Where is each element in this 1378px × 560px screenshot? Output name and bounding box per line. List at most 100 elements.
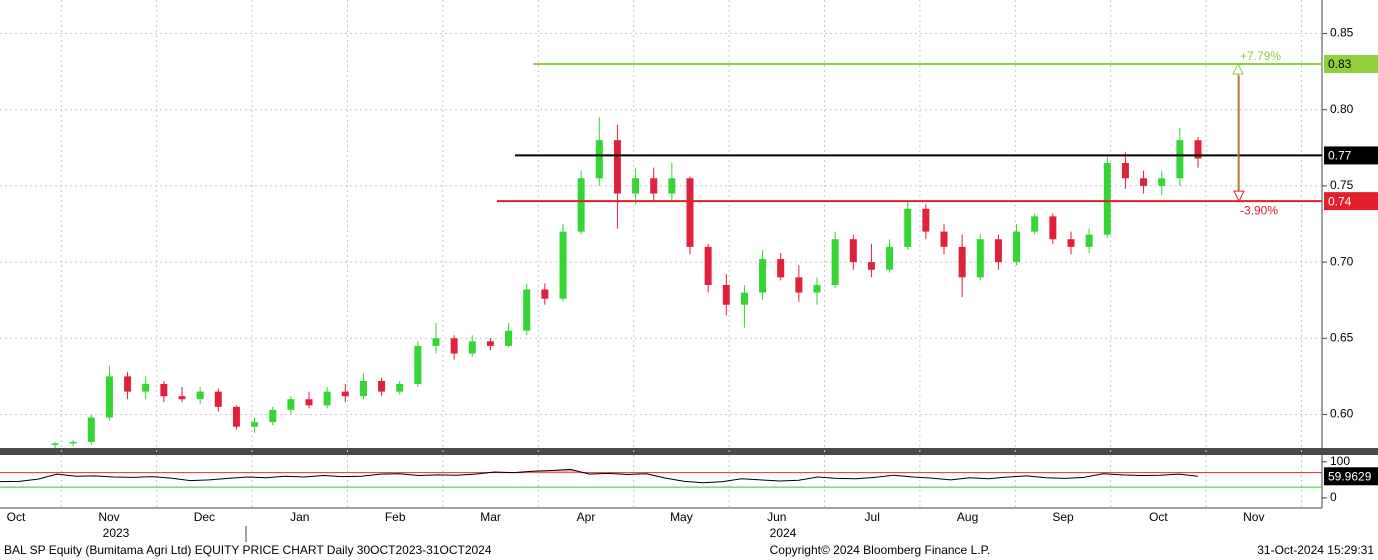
x-tick-label: Aug bbox=[957, 510, 978, 524]
candle-body bbox=[867, 262, 875, 270]
candle-body bbox=[813, 284, 821, 293]
candle-body bbox=[323, 391, 331, 406]
x-tick-label: Mar bbox=[480, 510, 501, 524]
value-tag bbox=[1324, 467, 1378, 486]
candle-body bbox=[1085, 234, 1093, 247]
candle-body bbox=[976, 239, 984, 278]
candle-body bbox=[69, 441, 77, 444]
candle-body bbox=[704, 246, 712, 285]
candle-body bbox=[87, 417, 95, 442]
value-tag-label: 59.9629 bbox=[1328, 469, 1372, 483]
candle-body bbox=[740, 292, 748, 305]
candle-body bbox=[559, 231, 567, 299]
candle-body bbox=[178, 396, 186, 400]
candle-body bbox=[886, 246, 894, 270]
candle-body bbox=[795, 277, 803, 293]
candle-body bbox=[668, 178, 676, 194]
candle-body bbox=[904, 208, 912, 247]
candle-body bbox=[468, 341, 476, 354]
candle-body bbox=[414, 345, 422, 384]
candle-body bbox=[486, 341, 494, 346]
candle-body bbox=[1194, 140, 1202, 159]
level-tag bbox=[1324, 146, 1378, 165]
candle-body bbox=[1031, 216, 1039, 232]
candle-body bbox=[432, 338, 440, 346]
candle-body bbox=[378, 380, 386, 392]
chart-title: BAL SP Equity (Bumitama Agri Ltd) EQUITY… bbox=[4, 543, 492, 557]
rsi-line bbox=[0, 468, 1199, 484]
timestamp: 31-Oct-2024 15:29:31 bbox=[1257, 543, 1374, 557]
y2-tick-label: 0 bbox=[1330, 490, 1337, 504]
arrow-head bbox=[1233, 190, 1245, 203]
x-tick-label: Oct bbox=[1149, 510, 1168, 524]
candle-body bbox=[940, 231, 948, 247]
candle-body bbox=[105, 376, 113, 418]
level-tag-label: 0.74 bbox=[1328, 194, 1352, 208]
candle-body bbox=[632, 178, 640, 194]
x-tick-label: May bbox=[670, 510, 693, 524]
candle-body bbox=[232, 406, 240, 427]
candle-body bbox=[523, 289, 531, 331]
candle-body bbox=[777, 259, 785, 278]
candle-body bbox=[269, 409, 277, 423]
candle-body bbox=[759, 259, 767, 293]
candle-body bbox=[958, 246, 966, 278]
candle-body bbox=[359, 380, 367, 397]
x-tick-label: Jul bbox=[865, 510, 880, 524]
candle-body bbox=[541, 289, 549, 299]
candle-body bbox=[214, 391, 222, 407]
candle-body bbox=[613, 140, 621, 194]
candle-body bbox=[124, 376, 132, 392]
x-tick-label: Dec bbox=[194, 510, 215, 524]
x-tick-label: Jan bbox=[290, 510, 309, 524]
arrow-head bbox=[1232, 62, 1244, 75]
candle-body bbox=[341, 391, 349, 397]
year-label: 2023 bbox=[103, 526, 130, 540]
candle-body bbox=[722, 284, 730, 305]
level-tag bbox=[1324, 55, 1378, 73]
candle-body bbox=[1176, 140, 1184, 179]
x-tick-label: Apr bbox=[577, 510, 596, 524]
candle-body bbox=[160, 384, 168, 397]
y-tick-label: 0.75 bbox=[1330, 178, 1354, 192]
candle-body bbox=[305, 399, 313, 406]
level-tag-label: 0.83 bbox=[1328, 57, 1352, 71]
level-tag-label: 0.77 bbox=[1328, 149, 1352, 163]
annotation: +7.79% bbox=[1240, 49, 1281, 63]
y-tick-label: 0.65 bbox=[1330, 330, 1354, 344]
candle-body bbox=[396, 384, 404, 392]
x-tick-label: Feb bbox=[385, 510, 406, 524]
candle-body bbox=[142, 384, 150, 392]
candle-body bbox=[577, 178, 585, 232]
candle-body bbox=[1121, 163, 1129, 179]
candle-body bbox=[849, 239, 857, 263]
candle-body bbox=[505, 330, 513, 346]
panel-divider bbox=[0, 448, 1378, 455]
candle-body bbox=[251, 422, 259, 427]
candle-body bbox=[1049, 216, 1057, 240]
x-tick-label: Oct bbox=[7, 510, 26, 524]
candle-body bbox=[686, 178, 694, 247]
candle-body bbox=[1140, 178, 1148, 186]
candle-body bbox=[595, 140, 603, 179]
candle-body bbox=[994, 239, 1002, 263]
x-tick-label: Nov bbox=[1243, 510, 1264, 524]
candle-body bbox=[1013, 231, 1021, 263]
y2-tick-label: 100 bbox=[1330, 454, 1350, 468]
candle-body bbox=[51, 443, 59, 445]
x-tick-label: Sep bbox=[1052, 510, 1074, 524]
candle-body bbox=[196, 391, 204, 400]
level-tag bbox=[1324, 192, 1378, 211]
candle-body bbox=[1103, 163, 1111, 235]
x-tick-label: Nov bbox=[98, 510, 119, 524]
source: Copyright© 2024 Bloomberg Finance L.P. bbox=[770, 543, 991, 557]
y-tick-label: 0.85 bbox=[1330, 26, 1354, 40]
candle-body bbox=[1158, 178, 1166, 186]
candle-body bbox=[1067, 239, 1075, 247]
x-tick-label: Jun bbox=[767, 510, 786, 524]
y-tick-label: 0.70 bbox=[1330, 254, 1354, 268]
y-tick-label: 0.80 bbox=[1330, 102, 1354, 116]
candle-body bbox=[922, 208, 930, 232]
candle-body bbox=[450, 338, 458, 354]
candle-body bbox=[650, 178, 658, 194]
